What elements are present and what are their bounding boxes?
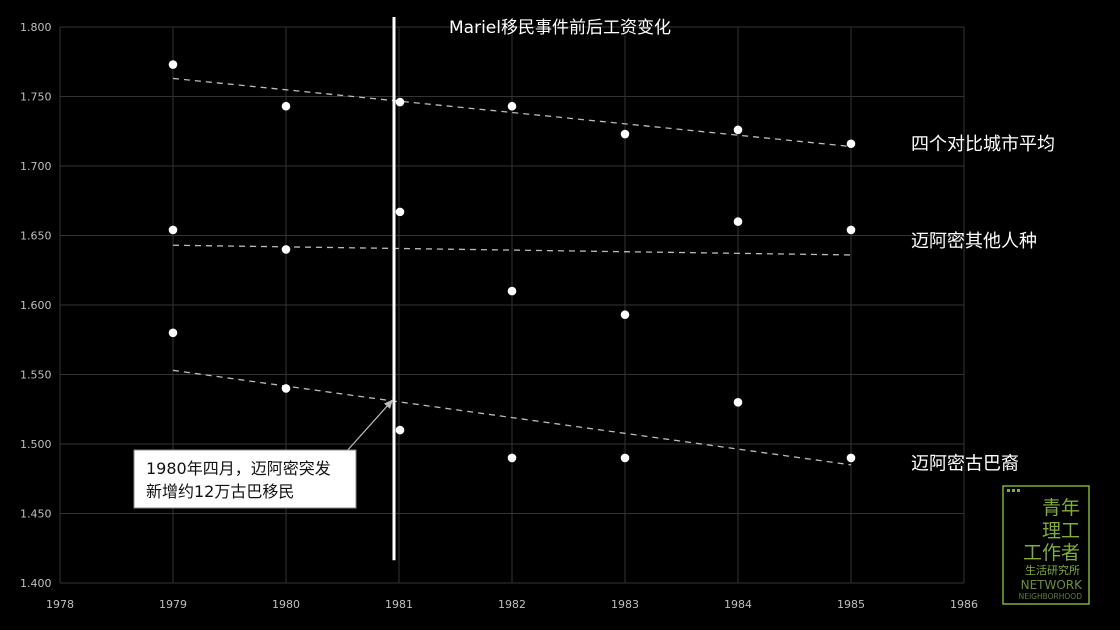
data-point xyxy=(168,225,178,235)
x-tick-label: 1982 xyxy=(498,598,526,611)
y-tick-label: 1.650 xyxy=(20,230,52,243)
data-point xyxy=(168,328,178,338)
logo-dot xyxy=(1017,489,1020,492)
data-point xyxy=(733,217,743,226)
y-tick-label: 1.800 xyxy=(20,21,52,34)
y-tick-label: 1.500 xyxy=(20,438,52,451)
y-tick-label: 1.750 xyxy=(20,91,52,104)
y-tick-label: 1.400 xyxy=(20,577,52,590)
data-point xyxy=(281,245,291,254)
data-point xyxy=(846,139,856,149)
annotation: 1980年四月，迈阿密突发 新增约12万古巴移民 xyxy=(133,399,394,509)
x-tick-label: 1978 xyxy=(46,598,74,611)
data-point xyxy=(733,398,743,407)
data-point xyxy=(507,286,517,296)
data-point xyxy=(281,101,291,111)
data-point xyxy=(620,453,630,463)
data-point xyxy=(846,225,856,235)
data-point xyxy=(846,453,856,463)
data-point xyxy=(620,129,630,139)
y-tick-label: 1.450 xyxy=(20,508,52,521)
logo-line-4: 生活研究所 xyxy=(1025,563,1080,577)
annotation-line-2: 新增约12万古巴移民 xyxy=(146,482,294,501)
annotation-box xyxy=(133,449,357,509)
data-point xyxy=(507,101,517,111)
logo: 青年 理工 工作者 生活研究所 NETWORK NEIGHBORHOOD xyxy=(1002,485,1090,605)
data-point xyxy=(620,310,630,320)
x-tick-label: 1984 xyxy=(724,598,752,611)
data-point xyxy=(168,60,178,69)
axes: 1.400 1.450 1.500 1.550 1.600 1.650 1.700 1.750… xyxy=(20,21,978,611)
trend-line xyxy=(172,77,852,148)
logo-line-1: 青年 xyxy=(1042,497,1080,519)
annotation-line-1: 1980年四月，迈阿密突发 xyxy=(146,459,331,478)
logo-dot xyxy=(1012,489,1015,492)
data-points xyxy=(168,60,856,463)
x-tick-label: 1980 xyxy=(272,598,300,611)
x-tick-label: 1985 xyxy=(837,598,865,611)
logo-line-2: 理工 xyxy=(1042,520,1080,542)
series-label: 四个对比城市平均 xyxy=(911,134,1055,155)
logo-line-6: NEIGHBORHOOD xyxy=(1019,592,1083,601)
logo-line-3: 工作者 xyxy=(1023,542,1080,564)
x-tick-label: 1979 xyxy=(159,598,187,611)
x-tick-label: 1983 xyxy=(611,598,639,611)
y-tick-label: 1.550 xyxy=(20,369,52,382)
logo-frame xyxy=(1002,485,1090,605)
data-point xyxy=(395,97,405,107)
grid xyxy=(59,26,965,584)
y-tick-label: 1.700 xyxy=(20,160,52,173)
y-tick-label: 1.600 xyxy=(20,299,52,312)
chart-title: Mariel移民事件前后工资变化 xyxy=(449,18,671,38)
annotation-arrowhead xyxy=(384,399,393,409)
annotation-arrow xyxy=(345,399,394,453)
data-point xyxy=(507,453,517,463)
x-tick-label: 1986 xyxy=(950,598,978,611)
x-tick-label: 1981 xyxy=(385,598,413,611)
data-point xyxy=(733,125,743,135)
data-point xyxy=(395,207,405,217)
data-point xyxy=(281,384,291,393)
series-label: 迈阿密古巴裔 xyxy=(911,453,1019,474)
series-label: 迈阿密其他人种 xyxy=(911,231,1037,252)
logo-dot xyxy=(1007,489,1010,492)
logo-line-5: NETWORK xyxy=(1021,578,1084,592)
data-point xyxy=(395,425,405,435)
